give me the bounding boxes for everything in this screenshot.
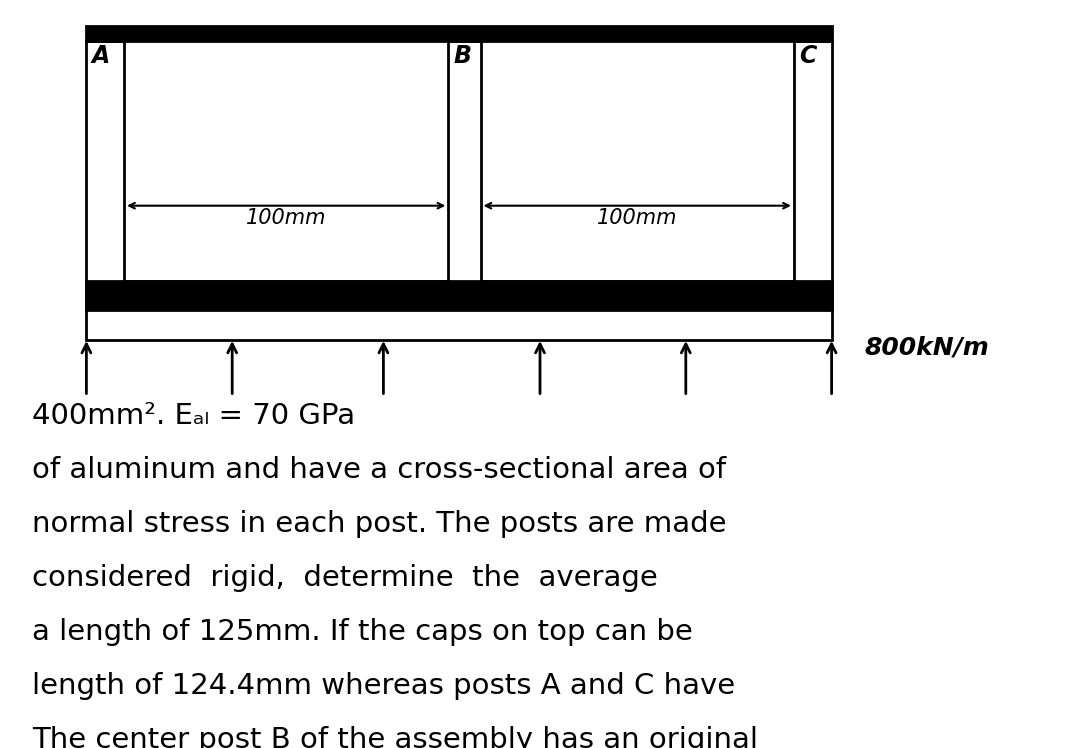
Bar <box>794 41 832 280</box>
Text: of aluminum and have a cross-sectional area of: of aluminum and have a cross-sectional a… <box>32 456 727 484</box>
Bar <box>86 41 124 280</box>
Text: 100mm: 100mm <box>597 208 677 228</box>
Text: a length of 125mm. If the caps on top can be: a length of 125mm. If the caps on top ca… <box>32 618 693 646</box>
Text: considered  rigid,  determine  the  average: considered rigid, determine the average <box>32 564 658 592</box>
Text: normal stress in each post. The posts are made: normal stress in each post. The posts ar… <box>32 510 727 538</box>
Bar <box>86 280 832 310</box>
Bar <box>86 26 832 41</box>
Bar <box>86 280 832 340</box>
Text: 800kN/m: 800kN/m <box>864 336 989 360</box>
Text: length of 124.4mm whereas posts A and C have: length of 124.4mm whereas posts A and C … <box>32 672 735 699</box>
Text: 400mm². Eₐₗ = 70 GPa: 400mm². Eₐₗ = 70 GPa <box>32 402 355 430</box>
Text: A: A <box>92 44 110 68</box>
Text: C: C <box>799 44 816 68</box>
Text: B: B <box>454 44 472 68</box>
Text: 100mm: 100mm <box>246 208 326 228</box>
Text: The center post B of the assembly has an original: The center post B of the assembly has an… <box>32 726 758 748</box>
Bar <box>448 41 481 280</box>
